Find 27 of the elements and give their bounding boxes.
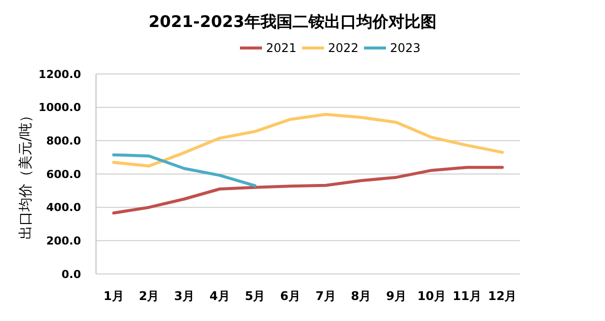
y-tick-label: 0.0 xyxy=(62,268,82,281)
y-tick-label: 600.0 xyxy=(46,168,82,181)
x-tick-label: 1月 xyxy=(103,289,124,303)
line-series xyxy=(112,112,504,168)
x-tick-label: 10月 xyxy=(417,289,446,303)
line-series xyxy=(112,166,504,214)
y-axis-title: 出口均价（美元/吨） xyxy=(18,108,34,240)
legend-label: 2022 xyxy=(328,41,359,56)
legend-label: 2021 xyxy=(266,41,297,56)
x-tick-label: 5月 xyxy=(244,289,266,303)
y-tick-label: 1200.0 xyxy=(38,68,82,81)
y-tick-label: 400.0 xyxy=(46,201,82,214)
legend-label: 2023 xyxy=(390,41,421,56)
chart-title: 2021-2023年我国二铵出口均价对比图 xyxy=(148,12,436,31)
x-tick-label: 8月 xyxy=(350,289,372,303)
y-tick-label: 200.0 xyxy=(46,234,82,248)
line-series xyxy=(112,153,256,188)
x-tick-label: 7月 xyxy=(315,289,336,303)
x-tick-label: 6月 xyxy=(280,289,301,303)
x-tick-label: 2月 xyxy=(138,289,160,303)
x-tick-label: 3月 xyxy=(174,289,195,303)
x-tick-label: 11月 xyxy=(452,289,482,303)
x-tick-label: 9月 xyxy=(386,289,407,303)
y-tick-label: 1000.0 xyxy=(38,101,82,114)
y-tick-label: 800.0 xyxy=(46,134,82,148)
x-tick-label: 12月 xyxy=(488,289,517,303)
x-tick-label: 4月 xyxy=(209,289,230,303)
